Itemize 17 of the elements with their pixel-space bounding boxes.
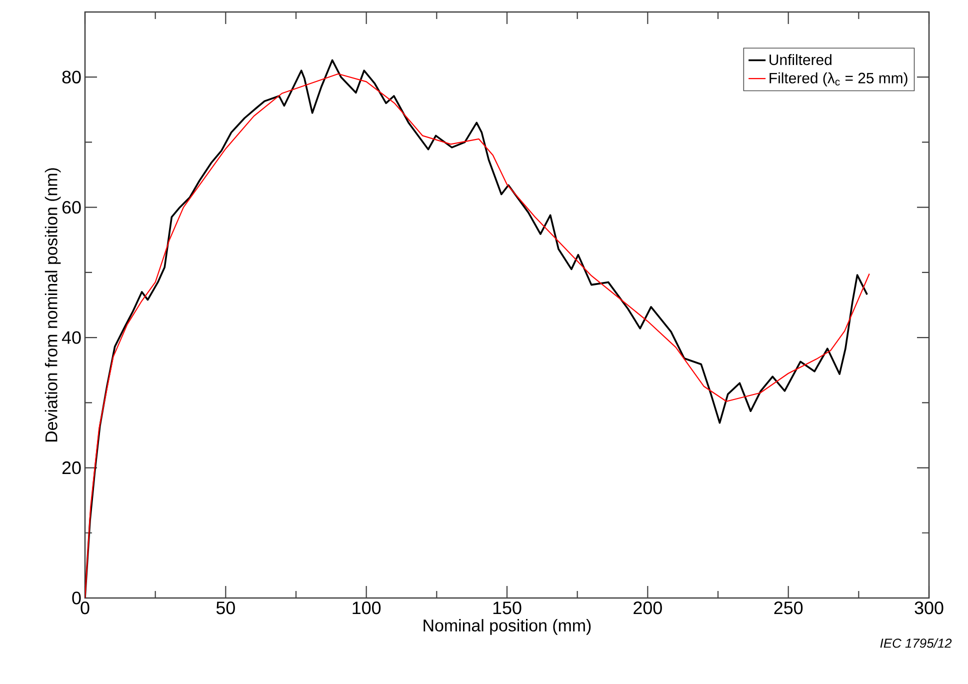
x-tick-label: 0 bbox=[80, 602, 90, 614]
y-tick-label: 40 bbox=[62, 331, 81, 344]
text: IEC 1795/12 bbox=[880, 638, 952, 648]
y-tick-label: 20 bbox=[62, 461, 81, 474]
x-tick-label: 200 bbox=[634, 602, 662, 614]
legend-label: Unfiltered bbox=[770, 54, 832, 66]
y-tick-label: 60 bbox=[62, 200, 81, 214]
x-tick-label: 250 bbox=[774, 602, 803, 614]
x-tick-label: 100 bbox=[352, 602, 381, 614]
y-tick-label: 0 bbox=[72, 592, 81, 604]
x-axis-title: Nominal position (mm) bbox=[424, 619, 591, 635]
y-axis-title: Deviation from nominal position (nm) bbox=[44, 168, 61, 442]
y-tick-label: 80 bbox=[62, 70, 81, 84]
x-tick-label: 50 bbox=[216, 602, 235, 614]
legend-label: Filtered (λ$_{c}$ = 25 mm) bbox=[770, 72, 908, 86]
x-tick-label: 150 bbox=[493, 602, 522, 614]
x-tick-label: 300 bbox=[914, 602, 944, 614]
